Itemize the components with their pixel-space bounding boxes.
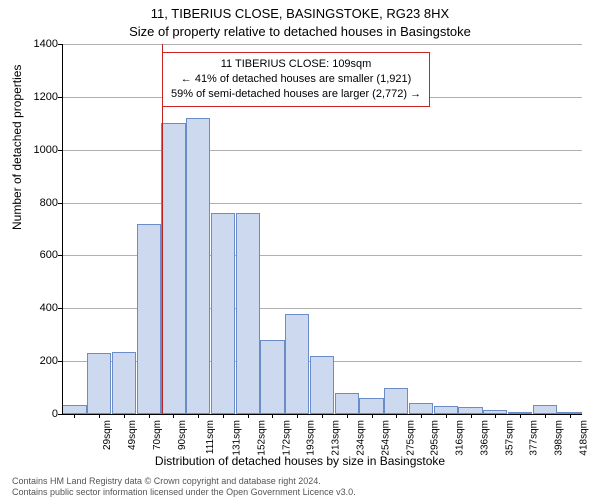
bar <box>161 123 185 414</box>
x-tick-mark <box>223 414 224 418</box>
x-tick-mark <box>495 414 496 418</box>
x-tick-label: 377sqm <box>529 420 540 456</box>
annotation-line2: ← 41% of detached houses are smaller (1,… <box>171 72 421 87</box>
bar <box>533 405 557 414</box>
x-tick-mark <box>74 414 75 418</box>
bar <box>434 406 458 414</box>
page-title-line2: Size of property relative to detached ho… <box>0 24 600 39</box>
bar <box>186 118 210 414</box>
x-tick-label: 275sqm <box>405 420 416 456</box>
bar <box>310 356 334 414</box>
bar <box>137 224 161 414</box>
gridline <box>62 203 582 204</box>
footer-line1: Contains HM Land Registry data © Crown c… <box>12 476 356 487</box>
x-tick-mark <box>520 414 521 418</box>
x-tick-label: 316sqm <box>455 420 466 456</box>
x-tick-label: 336sqm <box>479 420 490 456</box>
gridline <box>62 44 582 45</box>
bar <box>335 393 359 414</box>
x-tick-mark <box>446 414 447 418</box>
annotation-box: 11 TIBERIUS CLOSE: 109sqm ← 41% of detac… <box>162 52 430 107</box>
x-tick-label: 418sqm <box>578 420 589 456</box>
x-tick-mark <box>149 414 150 418</box>
y-tick-label: 0 <box>18 408 58 420</box>
bar <box>87 353 111 414</box>
x-tick-mark <box>471 414 472 418</box>
x-tick-label: 49sqm <box>127 420 138 450</box>
y-axis-line <box>62 44 63 414</box>
y-tick-label: 1000 <box>18 144 58 156</box>
x-tick-mark <box>272 414 273 418</box>
x-tick-label: 357sqm <box>504 420 515 456</box>
x-tick-mark <box>347 414 348 418</box>
bar <box>384 388 408 414</box>
y-tick-label: 800 <box>18 197 58 209</box>
x-tick-mark <box>372 414 373 418</box>
bar <box>62 405 86 414</box>
x-tick-label: 29sqm <box>102 420 113 450</box>
x-tick-label: 213sqm <box>331 420 342 456</box>
x-tick-label: 193sqm <box>306 420 317 456</box>
x-tick-mark <box>421 414 422 418</box>
bar <box>211 213 235 414</box>
page-title-line1: 11, TIBERIUS CLOSE, BASINGSTOKE, RG23 8H… <box>0 6 600 21</box>
bar <box>359 398 383 414</box>
x-tick-label: 398sqm <box>554 420 565 456</box>
bar <box>458 407 482 414</box>
x-tick-mark <box>570 414 571 418</box>
y-tick-label: 1200 <box>18 91 58 103</box>
annotation-line3: 59% of semi-detached houses are larger (… <box>171 87 421 102</box>
bar <box>409 403 433 414</box>
x-tick-mark <box>297 414 298 418</box>
x-tick-mark <box>198 414 199 418</box>
y-tick-label: 200 <box>18 355 58 367</box>
footer: Contains HM Land Registry data © Crown c… <box>12 476 356 499</box>
bar <box>285 314 309 414</box>
x-tick-label: 131sqm <box>232 420 243 456</box>
bar <box>236 213 260 414</box>
x-tick-mark <box>545 414 546 418</box>
chart-page: 11, TIBERIUS CLOSE, BASINGSTOKE, RG23 8H… <box>0 0 600 500</box>
y-tick-label: 400 <box>18 302 58 314</box>
annotation-line1: 11 TIBERIUS CLOSE: 109sqm <box>171 57 421 72</box>
x-tick-label: 152sqm <box>257 420 268 456</box>
x-tick-label: 172sqm <box>281 420 292 456</box>
x-tick-mark <box>248 414 249 418</box>
x-tick-label: 234sqm <box>356 420 367 456</box>
x-tick-mark <box>124 414 125 418</box>
bar <box>260 340 284 414</box>
x-axis-label: Distribution of detached houses by size … <box>0 454 600 468</box>
y-tick-label: 600 <box>18 249 58 261</box>
x-tick-label: 295sqm <box>430 420 441 456</box>
x-tick-mark <box>99 414 100 418</box>
x-tick-label: 111sqm <box>206 420 217 454</box>
x-tick-label: 90sqm <box>177 420 188 450</box>
x-tick-mark <box>173 414 174 418</box>
plot-area: 11 TIBERIUS CLOSE: 109sqm ← 41% of detac… <box>62 44 582 414</box>
x-tick-mark <box>396 414 397 418</box>
bar <box>112 352 136 414</box>
x-tick-label: 70sqm <box>152 420 163 450</box>
y-tick-label: 1400 <box>18 38 58 50</box>
footer-line2: Contains public sector information licen… <box>12 487 356 498</box>
gridline <box>62 150 582 151</box>
x-tick-label: 254sqm <box>380 420 391 456</box>
x-tick-mark <box>322 414 323 418</box>
